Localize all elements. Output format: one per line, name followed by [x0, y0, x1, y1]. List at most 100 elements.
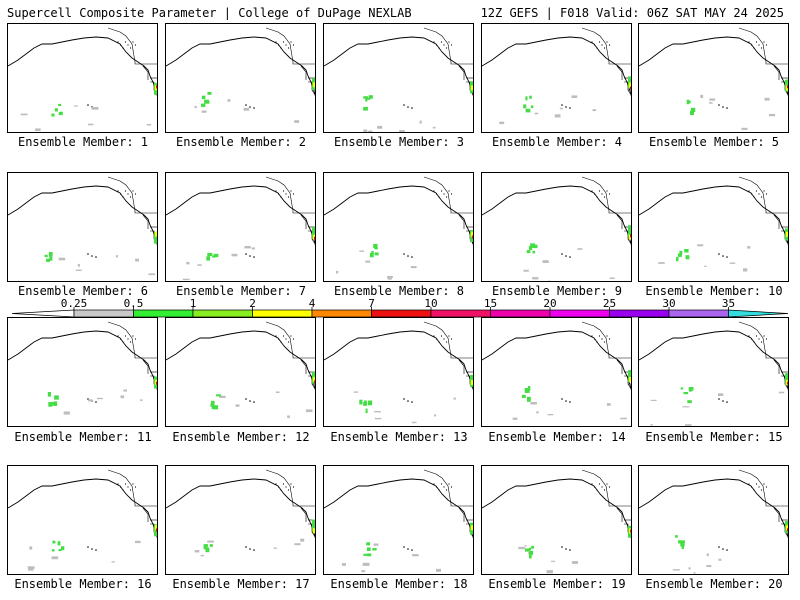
islet-marker	[750, 338, 753, 340]
islet-marker	[765, 193, 768, 195]
coastal-field-high	[471, 379, 473, 385]
islet-marker	[282, 190, 285, 192]
islet-marker	[132, 190, 134, 192]
low-value-field	[146, 124, 152, 126]
moderate-value-field	[213, 405, 219, 410]
boundary-line	[107, 321, 157, 359]
islet-marker	[608, 44, 611, 46]
low-value-field	[693, 572, 696, 574]
member-label: Ensemble Member: 18	[330, 577, 468, 591]
coastal-field-peak	[156, 381, 157, 385]
low-value-field	[592, 109, 597, 112]
moderate-value-field	[679, 250, 683, 255]
member-map	[8, 321, 157, 415]
state-line	[773, 214, 780, 229]
low-value-field	[718, 393, 724, 396]
moderate-value-field	[47, 392, 51, 397]
member-label: Ensemble Member: 2	[175, 135, 307, 149]
island-marker	[253, 549, 255, 551]
member-map	[324, 176, 473, 280]
islet-marker	[277, 44, 280, 46]
islet-marker	[117, 483, 119, 485]
islet-marker	[119, 486, 122, 488]
state-line	[773, 65, 780, 80]
low-value-field	[29, 546, 33, 550]
state-line	[784, 383, 788, 390]
islet-marker	[290, 41, 292, 43]
low-value-field	[547, 414, 554, 416]
low-value-field	[91, 107, 99, 110]
islet-marker	[127, 44, 129, 46]
islet-marker	[292, 44, 295, 46]
low-value-field	[273, 547, 278, 549]
low-value-field	[709, 98, 716, 101]
coastline	[639, 478, 788, 539]
coastline	[324, 36, 473, 97]
islet-marker	[598, 190, 601, 192]
low-value-field	[554, 114, 561, 118]
islet-marker	[591, 335, 593, 337]
member-label: Ensemble Member: 9	[491, 284, 623, 298]
low-value-field	[186, 261, 190, 265]
islet-marker	[282, 41, 285, 43]
low-value-field	[207, 540, 214, 543]
moderate-value-field	[48, 402, 53, 407]
coastline	[166, 185, 315, 246]
islet-marker	[280, 489, 282, 491]
islet-marker	[758, 486, 760, 488]
low-value-field	[377, 125, 383, 129]
islet-marker	[119, 44, 122, 46]
low-value-field	[387, 277, 392, 280]
island-marker	[561, 546, 563, 548]
moderate-value-field	[688, 387, 694, 391]
islet-marker	[601, 193, 603, 195]
islet-marker	[124, 335, 127, 337]
low-value-field	[453, 397, 456, 400]
coastline	[8, 36, 157, 97]
coastline	[324, 330, 473, 391]
islet-marker	[593, 338, 596, 340]
low-value-field	[197, 264, 202, 266]
islet-marker	[606, 335, 608, 337]
low-value-field	[419, 120, 422, 124]
islet-marker	[290, 483, 292, 485]
coastline	[482, 478, 631, 539]
islet-marker	[438, 341, 440, 343]
low-value-field	[247, 132, 253, 133]
moderate-value-field	[366, 542, 371, 546]
colorbar-segment	[311, 309, 372, 318]
low-value-field	[433, 414, 437, 417]
islet-marker	[760, 489, 763, 491]
state-line	[300, 214, 307, 229]
island-marker	[569, 256, 571, 258]
island-marker	[565, 400, 567, 402]
coastline	[166, 478, 315, 539]
moderate-value-field	[359, 399, 363, 405]
moderate-value-field	[49, 252, 53, 257]
islet-marker	[748, 483, 750, 485]
islet-marker	[448, 335, 450, 337]
low-value-field	[571, 95, 578, 98]
coastal-field-high	[313, 376, 315, 382]
moderate-value-field	[525, 388, 529, 393]
low-value-field	[194, 105, 197, 108]
boundary-line	[738, 469, 788, 507]
islet-marker	[282, 335, 285, 337]
moderate-value-field	[58, 103, 62, 106]
islet-marker	[132, 335, 134, 337]
islet-marker	[435, 338, 438, 340]
islet-marker	[608, 193, 611, 195]
islet-marker	[132, 483, 134, 485]
low-value-field	[682, 406, 690, 408]
low-value-field	[219, 395, 226, 398]
low-value-field	[182, 278, 190, 281]
state-line	[142, 507, 149, 522]
moderate-value-field	[369, 252, 374, 258]
coastal-field	[312, 226, 315, 239]
low-value-field	[120, 395, 125, 399]
member-map	[482, 27, 631, 125]
member-map	[639, 176, 788, 272]
low-value-field	[743, 268, 748, 272]
island-marker	[403, 546, 405, 548]
colorbar-segment	[252, 309, 313, 318]
